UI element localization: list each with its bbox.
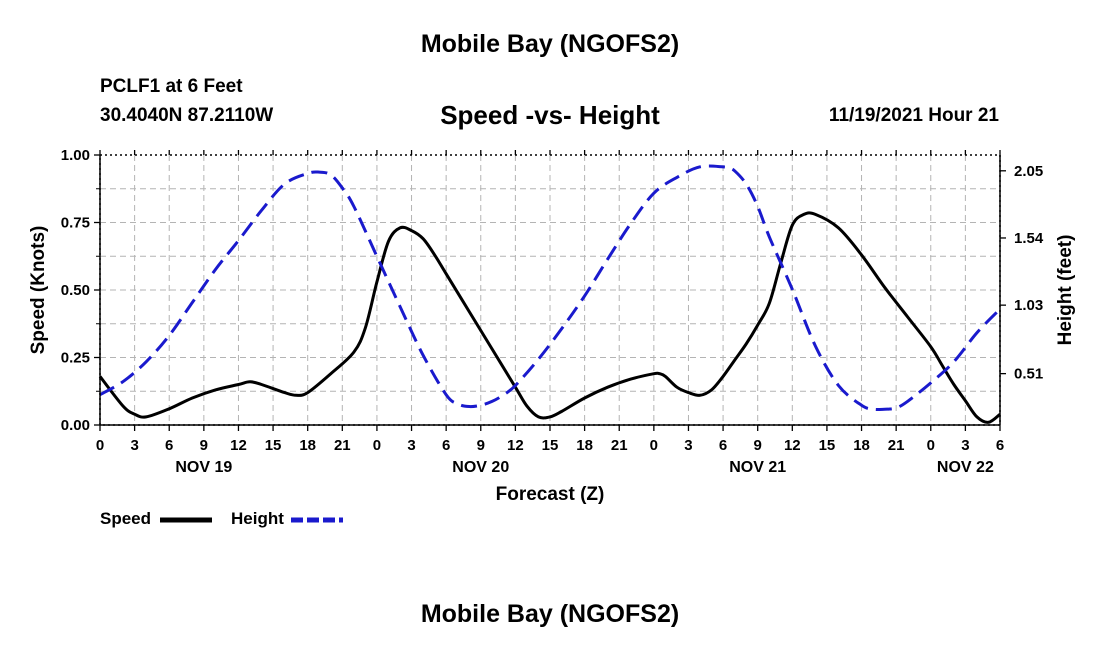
- x-tick-label: 12: [230, 437, 247, 454]
- y-right-tick-label: 1.54: [1014, 230, 1044, 247]
- footer-title: Mobile Bay (NGOFS2): [420, 600, 680, 628]
- series-line-height: [99, 164, 1002, 412]
- y-right-tick-label: 0.51: [1014, 366, 1043, 383]
- legend-height-label: Height: [231, 509, 284, 528]
- x-tick-label: 15: [542, 437, 559, 454]
- y-left-tick-label: 0.25: [61, 350, 90, 367]
- station-coordinates: 30.4040N 87.2110W: [100, 105, 274, 126]
- main-title: Mobile Bay (NGOFS2): [420, 30, 680, 58]
- x-axis-title: Forecast (Z): [496, 484, 605, 505]
- series-line-speed: [98, 211, 1001, 424]
- y-right-tick-label: 1.03: [1014, 297, 1043, 314]
- x-tick-label: 21: [334, 437, 351, 454]
- day-label: NOV 19: [175, 459, 232, 476]
- x-tick-label: 21: [611, 437, 628, 454]
- day-label: NOV 20: [452, 459, 509, 476]
- x-tick-label: 12: [784, 437, 801, 454]
- day-label: NOV 22: [937, 459, 994, 476]
- y-left-tick-label: 1.00: [61, 147, 90, 164]
- x-tick-label: 9: [200, 437, 208, 454]
- y-left-tick-label: 0.50: [61, 282, 90, 299]
- x-tick-label: 0: [373, 437, 381, 454]
- x-tick-label: 18: [853, 437, 870, 454]
- x-tick-label: 3: [130, 437, 138, 454]
- y-right-axis-title: Height (feet): [1055, 235, 1076, 346]
- x-tick-label: 3: [961, 437, 969, 454]
- day-label: NOV 21: [729, 459, 786, 476]
- x-tick-label: 15: [265, 437, 282, 454]
- y-left-tick-label: 0.75: [61, 215, 90, 232]
- x-tick-label: 3: [684, 437, 692, 454]
- x-tick-label: 18: [576, 437, 593, 454]
- y-right-tick-label: 2.05: [1014, 163, 1043, 180]
- x-tick-label: 6: [719, 437, 727, 454]
- x-tick-label: 0: [96, 437, 104, 454]
- legend-speed-label: Speed: [100, 509, 152, 528]
- x-tick-label: 6: [996, 437, 1004, 454]
- x-tick-label: 9: [754, 437, 762, 454]
- y-left-axis-title: Speed (Knots): [28, 226, 49, 355]
- forecast-datetime: 11/19/2021 Hour 21: [828, 105, 999, 126]
- x-tick-label: 0: [650, 437, 658, 454]
- x-tick-label: 6: [165, 437, 173, 454]
- x-tick-label: 18: [299, 437, 316, 454]
- x-tick-label: 6: [442, 437, 450, 454]
- x-tick-label: 21: [888, 437, 905, 454]
- chart-subtitle: Speed -vs- Height: [440, 100, 660, 130]
- x-tick-label: 15: [819, 437, 836, 454]
- station-label: PCLF1 at 6 Feet: [100, 76, 243, 97]
- x-tick-label: 9: [477, 437, 485, 454]
- x-tick-label: 0: [927, 437, 935, 454]
- y-left-tick-label: 0.00: [61, 417, 90, 434]
- x-tick-label: 12: [507, 437, 524, 454]
- x-tick-label: 3: [407, 437, 415, 454]
